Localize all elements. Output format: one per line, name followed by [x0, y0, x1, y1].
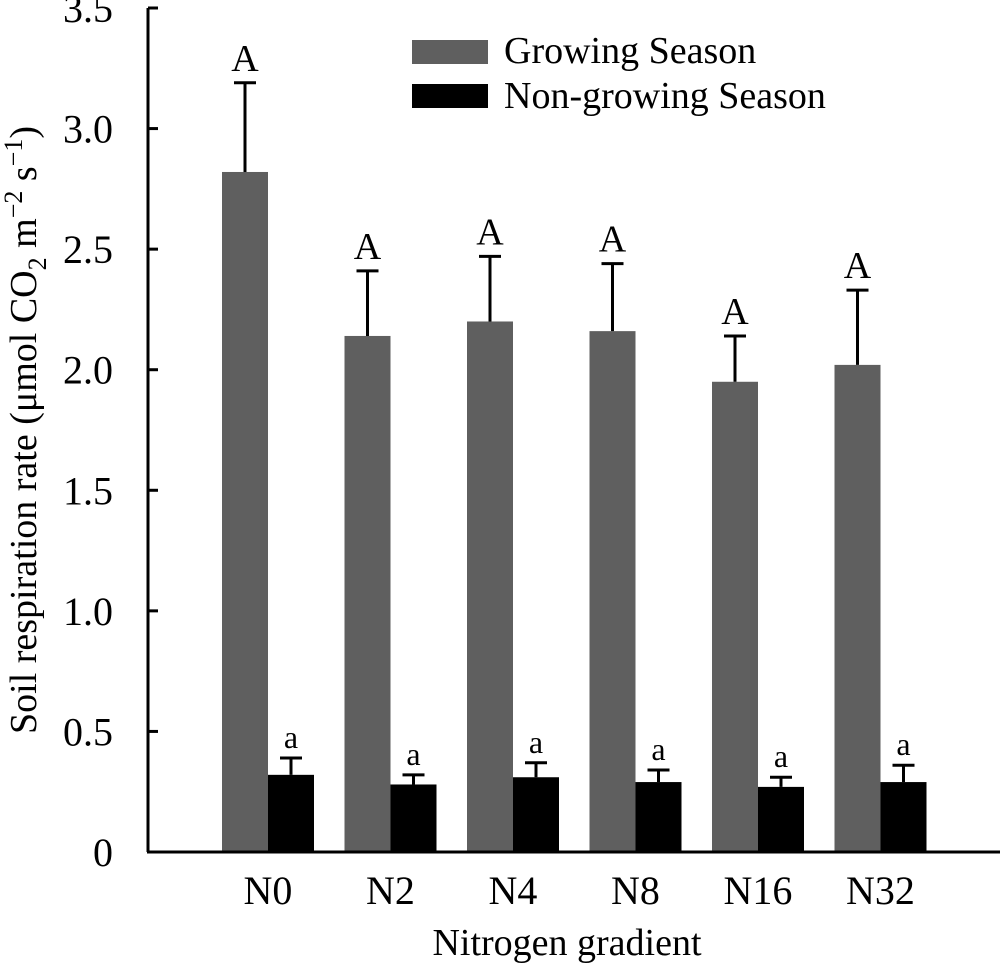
significance-label: A	[599, 219, 627, 261]
y-tick-label: 2.0	[63, 348, 113, 393]
bar-non-growing-season	[268, 774, 314, 852]
x-axis-title: Nitrogen gradient	[432, 922, 702, 964]
y-tick-label: 2.5	[63, 227, 113, 272]
x-category-label: N16	[724, 868, 793, 913]
y-tick-label: 1.0	[63, 589, 113, 634]
y-tick-label: 1.5	[63, 468, 113, 513]
bar-growing-season	[712, 381, 758, 852]
significance-label: a	[651, 731, 665, 767]
y-tick-label: 3.0	[63, 107, 113, 152]
bar-non-growing-season	[880, 782, 927, 852]
significance-label: A	[231, 38, 259, 80]
legend-label-non-growing: Non-growing Season	[504, 75, 826, 117]
significance-label: a	[284, 719, 298, 755]
bar-non-growing-season	[390, 784, 437, 852]
x-category-label: N4	[489, 868, 538, 913]
significance-label: A	[476, 211, 504, 253]
y-tick-label: 0	[93, 830, 113, 875]
y-tick-label: 0.5	[63, 709, 113, 754]
y-tick-label: 3.5	[63, 0, 113, 31]
bar-growing-season	[467, 321, 513, 852]
significance-label: A	[354, 226, 382, 268]
bar-non-growing-season	[513, 777, 559, 852]
y-ticks-layer: 0 0.5 1.0 1.5 2.0 2.5 3.0 3.5	[63, 0, 158, 875]
y-axis-title: Soil respiration rate (μmol CO2 m−2 s−1)	[0, 126, 52, 734]
legend-swatch-growing	[412, 40, 488, 64]
x-category-labels-layer: N0 N2 N4 N8 N16 N32	[244, 868, 915, 913]
legend: Growing Season Non-growing Season	[412, 30, 826, 117]
significance-labels-layer: Aa Aa Aa Aa Aa Aa	[231, 38, 910, 774]
significance-label: a	[529, 724, 543, 760]
significance-label: A	[721, 291, 749, 333]
legend-swatch-non-growing	[412, 84, 488, 108]
significance-label: a	[896, 726, 910, 762]
legend-label-growing: Growing Season	[504, 30, 756, 72]
x-category-label: N2	[366, 868, 415, 913]
x-category-label: N32	[846, 868, 915, 913]
x-category-label: N0	[244, 868, 293, 913]
significance-label: a	[406, 736, 420, 772]
x-category-label: N8	[611, 868, 660, 913]
bar-non-growing-season	[758, 786, 804, 852]
bar-growing-season	[222, 171, 268, 852]
bars-layer	[222, 171, 927, 852]
bar-growing-season	[589, 331, 636, 852]
error-bars-layer	[234, 81, 915, 787]
bar-growing-season	[834, 364, 881, 852]
bar-growing-season	[344, 335, 391, 852]
significance-label: a	[774, 738, 788, 774]
bar-non-growing-season	[635, 782, 682, 852]
significance-label: A	[844, 245, 872, 287]
